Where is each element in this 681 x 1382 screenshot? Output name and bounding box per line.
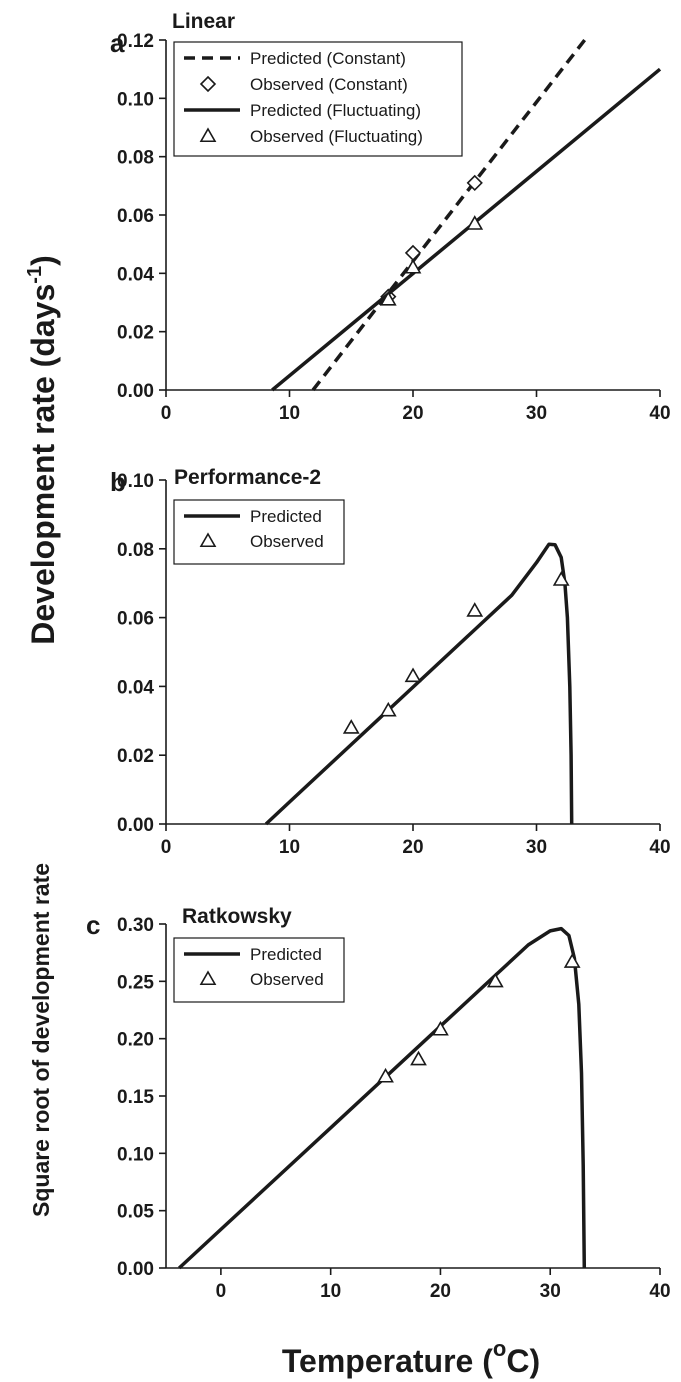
x-tick-label-a: 10 (279, 403, 300, 424)
panel-title-c: Ratkowsky (182, 905, 292, 928)
y-tick-label-a: 0.04 (117, 264, 154, 285)
series-line-a-0 (311, 38, 587, 392)
y-tick-label-a: 0.00 (117, 381, 154, 402)
data-point-c-1 (377, 1067, 394, 1083)
y-tick-label-a: 0.02 (117, 323, 154, 344)
legend-label-a-3: Observed (Fluctuating) (250, 127, 423, 146)
axes-b: 0.00 0.02 0.04 0.06 0.08 0.10 0 10 20 30 40 (117, 471, 671, 858)
y-tick-label-b: 0.04 (117, 677, 154, 698)
data-point-c-1 (563, 953, 581, 968)
y-tick-label-b: 0.10 (117, 471, 154, 492)
x-tick-label-c: 0 (216, 1281, 227, 1302)
x-tick-label-a: 30 (526, 403, 547, 424)
x-tick-label-a: 0 (161, 403, 172, 424)
y-tick-label-c: 0.05 (117, 1202, 154, 1223)
y-tick-label-c: 0.30 (117, 915, 154, 936)
x-tick-label-b: 0 (161, 837, 172, 858)
legend-label-c-1: Observed (250, 970, 324, 989)
data-point-b-1 (342, 719, 360, 734)
legend-marker-a-1 (199, 75, 217, 93)
y-tick-label-a: 0.08 (117, 148, 154, 169)
legend-box-a (173, 41, 463, 157)
y-tick-label-b: 0.08 (117, 540, 154, 561)
data-point-a-3 (466, 215, 484, 230)
y-tick-label-a: 0.12 (117, 31, 154, 52)
series-line-c-0 (178, 926, 587, 1270)
data-point-a-3 (379, 290, 397, 306)
legend-label-c-0: Predicted (250, 945, 322, 964)
panel-a: a Linear 0.00 0.02 0.04 0.06 0.08 0.10 0.12 0 10… (110, 10, 671, 424)
x-tick-label-c: 20 (430, 1281, 451, 1302)
legend-b: Predicted Observed (173, 499, 345, 565)
x-tick-label-b: 10 (279, 837, 300, 858)
x-tick-label-c: 40 (649, 1281, 670, 1302)
data-point-b-1 (466, 602, 484, 617)
legend-marker-a-3 (199, 127, 217, 143)
legend-label-a-0: Predicted (Constant) (250, 49, 406, 68)
panel-letter-b: b (110, 467, 126, 497)
y-tick-label-b: 0.06 (117, 609, 154, 630)
x-tick-label-a: 20 (402, 403, 423, 424)
x-tick-label-b: 20 (402, 837, 423, 858)
legend-label-b-0: Predicted (250, 507, 322, 526)
data-point-b-1 (552, 571, 570, 586)
y-tick-label-c: 0.10 (117, 1144, 154, 1165)
legend-c: Predicted Observed (173, 937, 345, 1003)
legend-box-b (173, 499, 345, 565)
axes-a: 0.00 0.02 0.04 0.06 0.08 0.10 0.12 0 10 20 30 40 (117, 31, 671, 424)
y-tick-label-b: 0.02 (117, 746, 154, 767)
x-axis-label: Temperature (oC) (282, 1336, 540, 1379)
y-tick-label-c: 0.00 (117, 1259, 154, 1280)
y-axis-label-c: Square root of development rate (28, 863, 54, 1217)
marks-a (271, 38, 662, 392)
x-tick-label-b: 40 (649, 837, 670, 858)
legend-label-a-2: Predicted (Fluctuating) (250, 101, 421, 120)
x-tick-label-c: 30 (540, 1281, 561, 1302)
series-line-a-2 (271, 67, 662, 392)
legend-marker-c-1 (199, 970, 217, 986)
y-tick-label-a: 0.06 (117, 206, 154, 227)
y-tick-label-c: 0.20 (117, 1030, 154, 1051)
panel-c: c Ratkowsky 0.00 0.05 0.10 0.15 0.20 0.25 0.30… (86, 905, 671, 1302)
data-point-b-1 (379, 701, 397, 717)
panel-letter-a: a (110, 28, 125, 58)
data-point-b-1 (404, 667, 422, 683)
legend-label-b-1: Observed (250, 532, 324, 551)
panel-b: b Performance-2 0.00 0.02 0.04 0.06 0.08 0.10… (110, 466, 671, 858)
data-point-c-1 (486, 972, 504, 988)
marks-b (264, 542, 574, 826)
y-tick-label-c: 0.25 (117, 972, 154, 993)
data-point-c-1 (432, 1020, 449, 1036)
legend-box-c (173, 937, 345, 1003)
panel-title-a: Linear (172, 10, 235, 33)
x-tick-label-a: 40 (649, 403, 670, 424)
axes-c: 0.00 0.05 0.10 0.15 0.20 0.25 0.30 0 10 20 30 40 (117, 915, 671, 1302)
series-line-b-0 (264, 542, 574, 826)
legend-marker-b-1 (199, 532, 217, 548)
x-tick-label-b: 30 (526, 837, 547, 858)
x-tick-label-c: 10 (320, 1281, 341, 1302)
y-tick-label-b: 0.00 (117, 815, 154, 836)
panel-title-b: Performance-2 (174, 466, 321, 489)
marks-c (178, 926, 587, 1270)
legend-label-a-1: Observed (Constant) (250, 75, 408, 94)
y-tick-label-a: 0.10 (117, 89, 154, 110)
y-tick-label-c: 0.15 (117, 1087, 154, 1108)
data-point-c-1 (410, 1050, 427, 1066)
legend-a: Predicted (Constant) Observed (Constant) P… (173, 41, 463, 157)
y-axis-label-main: Development rate (days-1) (24, 255, 61, 644)
data-point-a-1 (404, 244, 422, 262)
data-point-a-3 (404, 258, 422, 274)
panel-letter-c: c (86, 910, 100, 940)
data-point-a-1 (466, 174, 483, 192)
